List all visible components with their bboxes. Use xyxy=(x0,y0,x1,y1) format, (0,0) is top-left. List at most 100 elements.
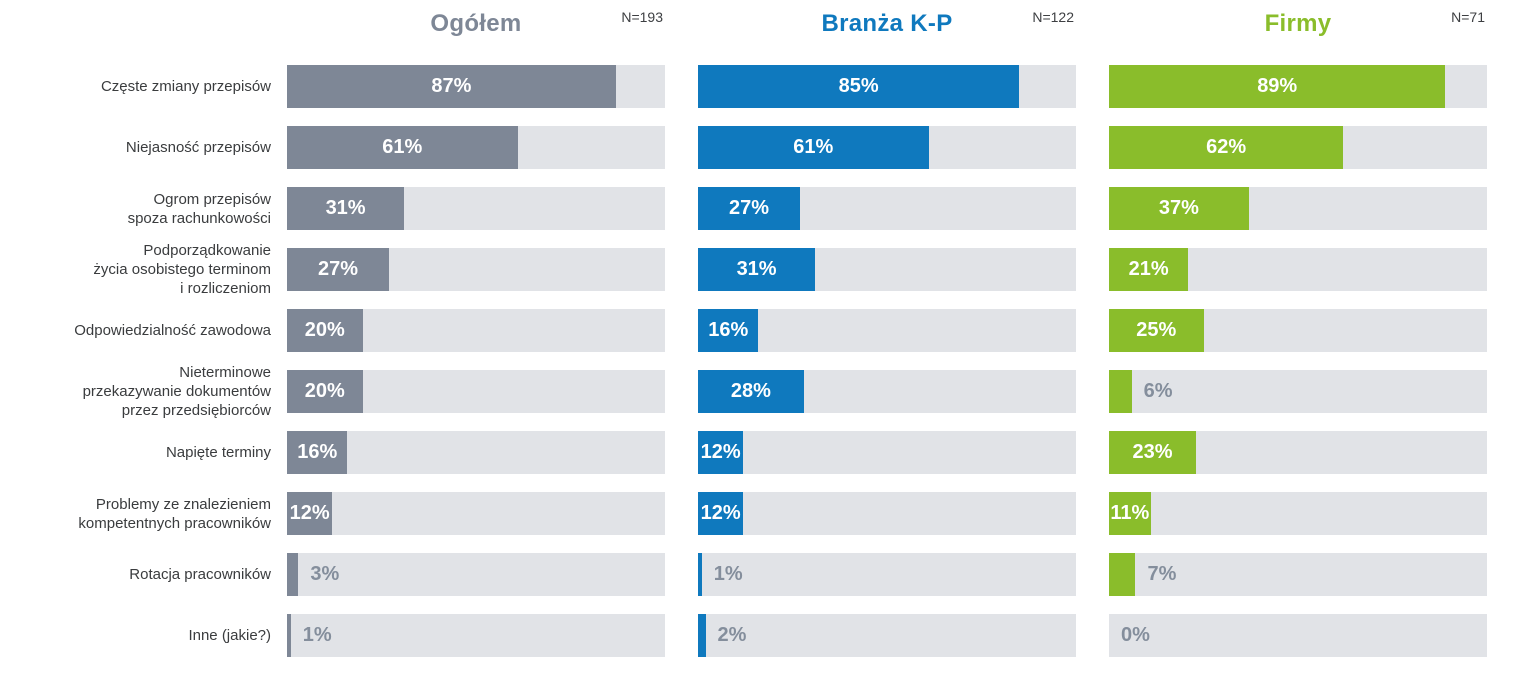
group-n-branza-kp: N=122 xyxy=(1032,9,1074,25)
bar-fill xyxy=(1109,309,1204,352)
bar-track: 12% xyxy=(698,492,1076,535)
bar-fill xyxy=(1109,431,1196,474)
chart-row: Problemy ze znalezieniem kompetentnych pr… xyxy=(0,483,1536,544)
bar-value-label: 20% xyxy=(304,319,345,341)
bar-value-label: 16% xyxy=(708,319,749,341)
bar-fill xyxy=(698,370,804,413)
bar-value-label: 61% xyxy=(382,136,423,158)
bar-value-label: 37% xyxy=(1158,197,1199,219)
bar-track: 12% xyxy=(287,492,665,535)
bar-value-label: 61% xyxy=(793,136,834,158)
bar-fill xyxy=(1109,65,1446,108)
bar-value-label: 62% xyxy=(1206,136,1247,158)
chart-rows: Częste zmiany przepisów 87% 85% 89% Niejasno… xyxy=(0,56,1536,666)
bar-track: 20% xyxy=(287,309,665,352)
bar-track: 1% xyxy=(287,614,665,657)
bar-fill xyxy=(698,492,744,535)
bar-value-label: 25% xyxy=(1136,319,1177,341)
chart-row: Częste zmiany przepisów 87% 85% 89% xyxy=(0,56,1536,117)
bar-value-label: 85% xyxy=(838,75,879,97)
group-header-branza-kp: Branża K-P N=122 xyxy=(698,0,1076,38)
bar-value-label: 31% xyxy=(325,197,366,219)
bar-value-label: 23% xyxy=(1132,441,1173,463)
bar-fill xyxy=(698,126,929,169)
bar-value-label: 3% xyxy=(310,563,340,585)
bar-value-label: 0% xyxy=(1121,624,1150,646)
category-label: Inne (jakie?) xyxy=(188,627,271,644)
group-title-branza-kp: Branża K-P xyxy=(821,10,953,37)
bar-value-label: 2% xyxy=(717,624,747,646)
bar-track: 61% xyxy=(287,126,665,169)
bar-track: 23% xyxy=(1109,431,1487,474)
bar-fill xyxy=(287,431,348,474)
group-title-firmy: Firmy xyxy=(1264,10,1332,37)
group-header-ogolem: Ogółem N=193 xyxy=(287,0,665,38)
bar-fill xyxy=(698,187,801,230)
bar-fill xyxy=(287,614,291,657)
group-title-ogolem: Ogółem xyxy=(430,10,522,37)
bar-fill xyxy=(1109,248,1189,291)
bar-fill xyxy=(698,431,744,474)
bar-fill xyxy=(287,187,405,230)
bar-fill xyxy=(287,65,616,108)
category-label: Częste zmiany przepisów xyxy=(100,78,271,95)
category-label: Rotacja pracowników xyxy=(129,566,271,583)
bar-fill xyxy=(698,65,1020,108)
chart-row: Napięte terminy 16% 12% 23% xyxy=(0,422,1536,483)
chart-row: Niejasność przepisów 61% 61% 62% xyxy=(0,117,1536,178)
bar-fill xyxy=(287,370,363,413)
bar-track: 27% xyxy=(287,248,665,291)
bar-value-label: 1% xyxy=(302,624,332,646)
category-label: Nieterminowe przekazywanie dokumentów prze… xyxy=(82,364,271,419)
group-n-ogolem: N=193 xyxy=(621,9,663,25)
bar-track: 3% xyxy=(287,553,665,596)
bar-track: 87% xyxy=(287,65,665,108)
bar-value-label: 31% xyxy=(736,258,777,280)
group-header-firmy: Firmy N=71 xyxy=(1109,0,1487,38)
bar-track: 6% xyxy=(1109,370,1487,413)
bar-fill xyxy=(698,248,816,291)
bar-value-label: 12% xyxy=(289,502,330,524)
bar-value-label: 1% xyxy=(713,563,743,585)
chart-row: Nieterminowe przekazywanie dokumentów prze… xyxy=(0,361,1536,422)
bar-track: 12% xyxy=(698,431,1076,474)
bar-value-label: 16% xyxy=(297,441,338,463)
chart-row: Rotacja pracowników 3% 1% 7% xyxy=(0,544,1536,605)
bar-value-label: 12% xyxy=(700,502,741,524)
category-label: Problemy ze znalezieniem kompetentnych pr… xyxy=(78,495,271,532)
chart-row: Podporządkowanie życia osobistego termino… xyxy=(0,239,1536,300)
bar-track: 62% xyxy=(1109,126,1487,169)
chart-row: Ogrom przepisów spoza rachunkowości 31% 27%… xyxy=(0,178,1536,239)
group-n-firmy: N=71 xyxy=(1451,9,1485,25)
category-label: Napięte terminy xyxy=(165,444,271,461)
category-label: Ogrom przepisów spoza rachunkowości xyxy=(127,190,271,227)
bar-value-label: 27% xyxy=(729,197,770,219)
bar-value-label: 6% xyxy=(1143,380,1173,402)
bar-fill xyxy=(1109,126,1344,169)
bar-track: 16% xyxy=(287,431,665,474)
bar-fill xyxy=(287,248,390,291)
chart-row: Inne (jakie?) 1% 2% 0% xyxy=(0,605,1536,666)
bar-track: 2% xyxy=(698,614,1076,657)
bar-track: 16% xyxy=(698,309,1076,352)
bar-track: 61% xyxy=(698,126,1076,169)
bar-value-label: 27% xyxy=(318,258,359,280)
bar-track: 1% xyxy=(698,553,1076,596)
bar-track: 89% xyxy=(1109,65,1487,108)
bar-fill xyxy=(698,614,706,657)
bar-fill xyxy=(1109,187,1249,230)
bar-fill xyxy=(1109,492,1151,535)
bar-track: 0% xyxy=(1109,614,1487,657)
bar-value-label: 28% xyxy=(730,380,771,402)
bar-track: 37% xyxy=(1109,187,1487,230)
bar-value-label: 20% xyxy=(304,380,345,402)
bar-track: 85% xyxy=(698,65,1076,108)
chart-row: Odpowiedzialność zawodowa 20% 16% 25% xyxy=(0,300,1536,361)
bar-value-label: 11% xyxy=(1110,502,1150,524)
bar-value-label: 21% xyxy=(1128,258,1169,280)
bar-track: 25% xyxy=(1109,309,1487,352)
bar-fill xyxy=(1109,553,1136,596)
bar-fill xyxy=(698,553,702,596)
bar-fill xyxy=(287,126,518,169)
bar-track: 28% xyxy=(698,370,1076,413)
